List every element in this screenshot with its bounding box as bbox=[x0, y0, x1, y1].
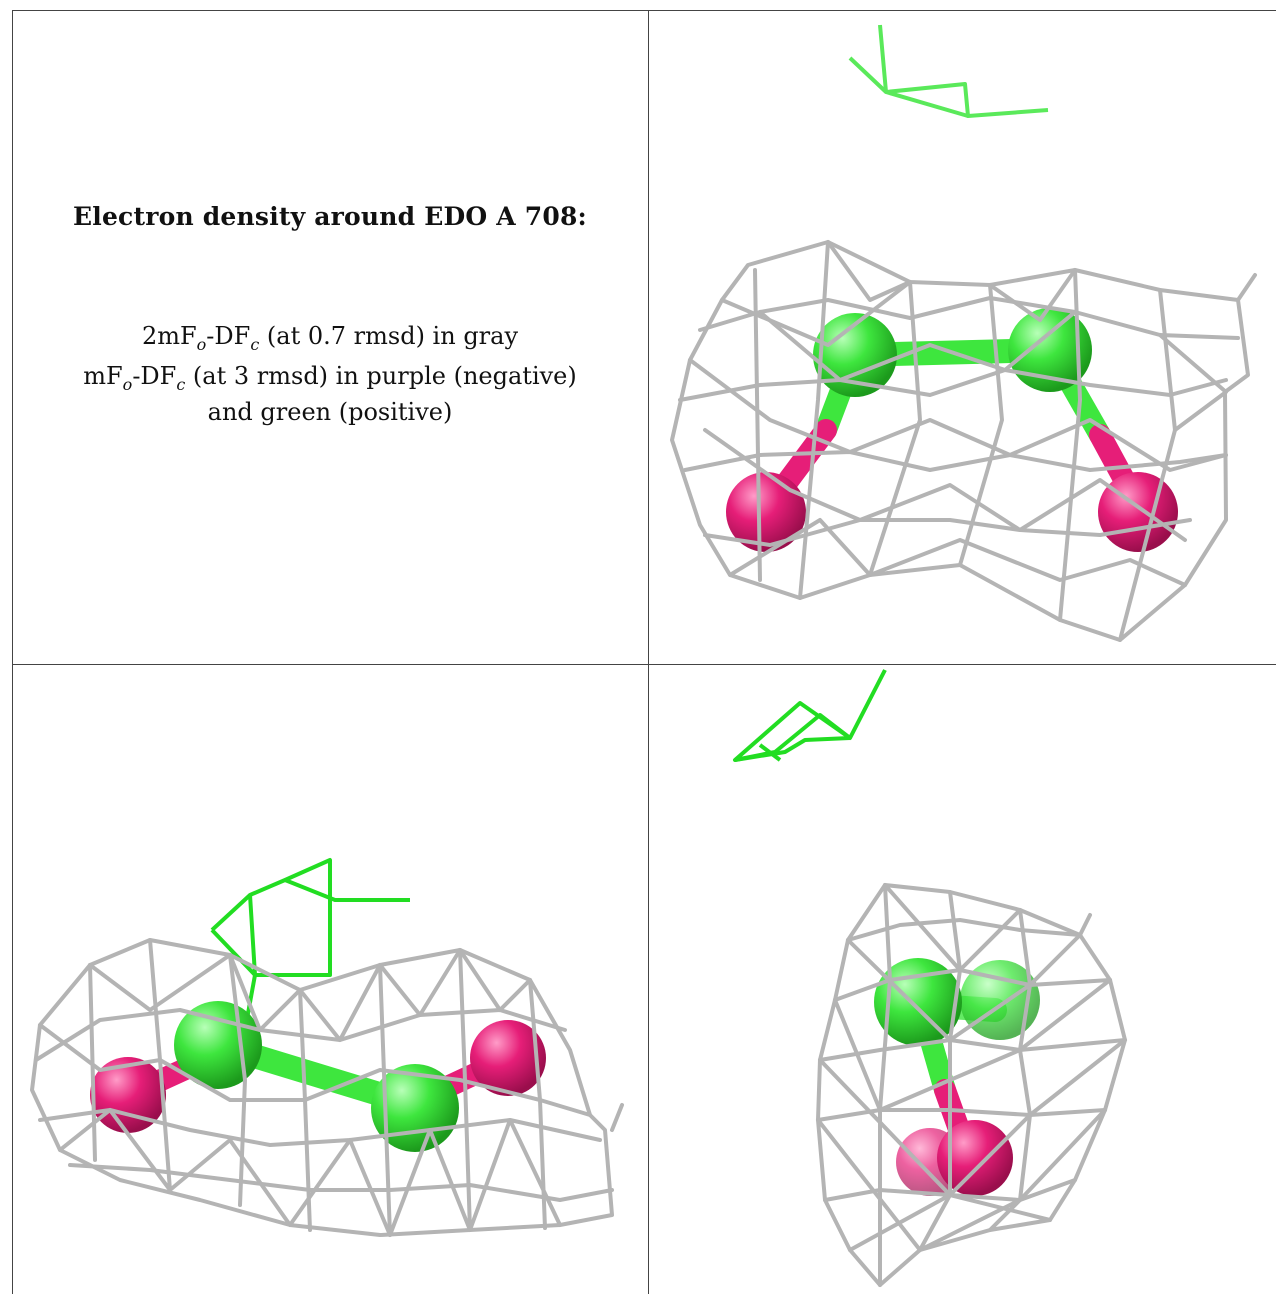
view-1 bbox=[670, 24, 1257, 642]
density-mesh bbox=[30, 938, 624, 1237]
table-border-left bbox=[12, 10, 13, 1294]
caption-title: Electron density around EDO A 708: bbox=[73, 202, 587, 231]
oxygen-atom bbox=[470, 1020, 546, 1096]
view-2 bbox=[30, 858, 624, 1237]
density-mesh bbox=[670, 240, 1257, 642]
table-divider-vertical bbox=[648, 10, 649, 1294]
neighbor-residue bbox=[848, 24, 1049, 118]
oxygen-atom bbox=[1098, 472, 1178, 552]
caption-line-fofc-cont: and green (positive) bbox=[207, 398, 453, 426]
caption-line-2fofc: 2mFo-DFc (at 0.7 rmsd) in gray bbox=[141, 322, 519, 354]
view-3 bbox=[733, 669, 1127, 1287]
neighbor-residue bbox=[733, 669, 887, 762]
oxygen-atom bbox=[726, 472, 806, 552]
density-mesh bbox=[816, 883, 1127, 1287]
table-divider-horizontal bbox=[12, 664, 1276, 665]
caption-line-fofc: mFo-DFc (at 3 rmsd) in purple (negative) bbox=[83, 362, 577, 394]
caption-cell: Electron density around EDO A 708: 2mFo-… bbox=[12, 0, 648, 652]
carbon-atom bbox=[1008, 308, 1092, 392]
table-border-top bbox=[12, 10, 1276, 11]
oxygen-atom bbox=[90, 1057, 166, 1133]
oxygen-atom bbox=[937, 1120, 1013, 1196]
